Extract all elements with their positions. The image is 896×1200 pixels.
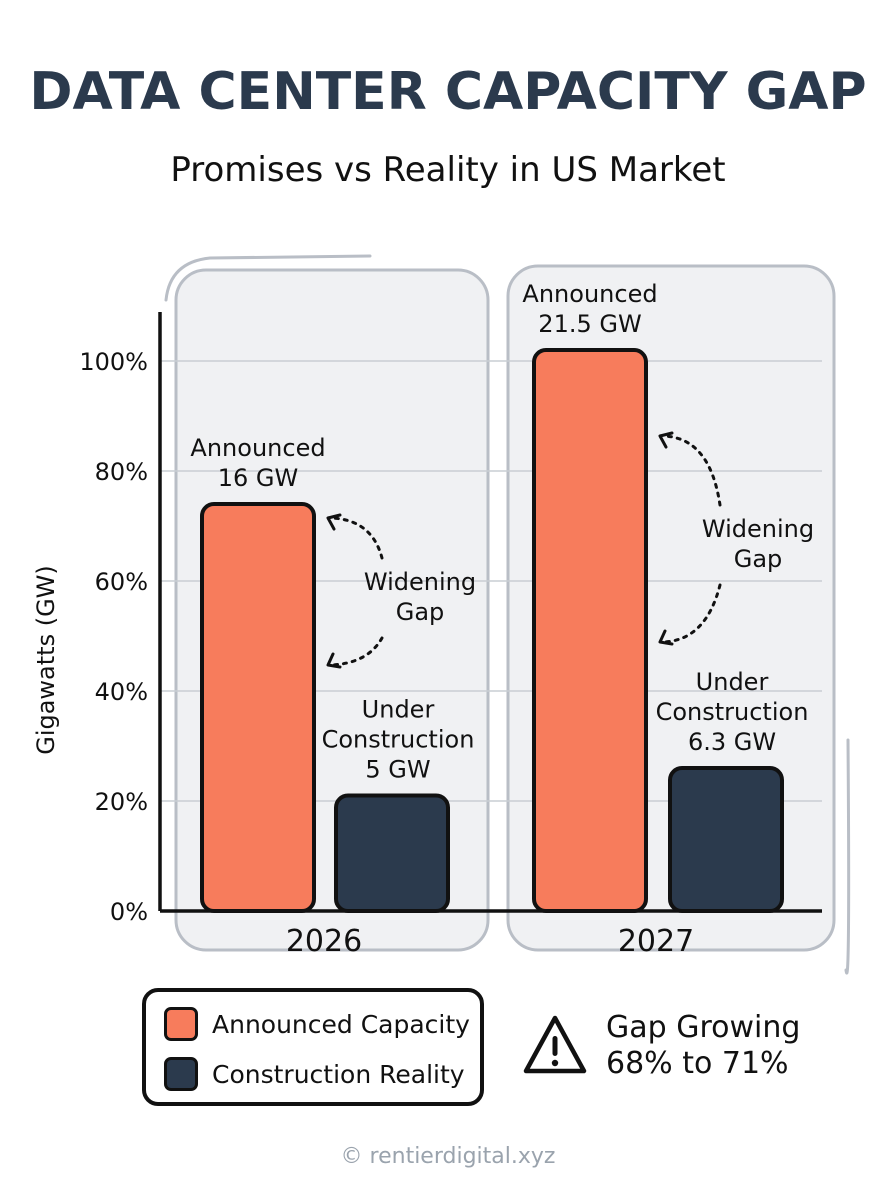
legend-item-construction: Construction Reality bbox=[164, 1056, 465, 1092]
gap-annotation-text: Widening bbox=[364, 568, 476, 596]
y-tick-label: 80% bbox=[95, 458, 148, 486]
bar-announced-2027 bbox=[532, 348, 648, 913]
y-tick-label: 20% bbox=[95, 788, 148, 816]
gap-note-line2: 68% to 71% bbox=[606, 1046, 789, 1081]
gap-annotation-text: Widening bbox=[702, 515, 814, 543]
gap-arrow-up bbox=[662, 434, 722, 507]
panel-sketch-accent bbox=[844, 738, 851, 975]
bar-chart: 0% 20% 40% 60% 80% 100% Gigawatts (GW) Announce… bbox=[32, 254, 851, 975]
page-title: DATA CENTER CAPACITY GAP bbox=[29, 62, 867, 122]
gap-arrowhead bbox=[326, 652, 342, 669]
gap-arrowhead bbox=[658, 431, 674, 449]
legend-item-announced: Announced Capacity bbox=[164, 1006, 470, 1042]
x-tick-label: 2026 bbox=[286, 924, 362, 959]
gap-arrow-down bbox=[330, 636, 384, 667]
panel-sketch-accent bbox=[164, 254, 372, 302]
footer-credit: © rentierdigital.xyz bbox=[340, 1144, 556, 1169]
bar-construction-2027 bbox=[668, 766, 784, 913]
gap-annotation-text: Gap bbox=[396, 598, 445, 626]
x-tick-label: 2027 bbox=[618, 924, 694, 959]
data-label: 16 GW bbox=[218, 464, 299, 492]
y-tick-label: 0% bbox=[110, 898, 148, 926]
gap-note: Gap Growing 68% to 71% bbox=[522, 1010, 842, 1094]
data-label: Under bbox=[696, 668, 769, 696]
chart-legend: Announced Capacity Construction Reality bbox=[142, 988, 484, 1106]
gap-note-line1: Gap Growing bbox=[606, 1010, 801, 1045]
gap-annotation-text: Gap bbox=[734, 545, 783, 573]
y-tick-label: 100% bbox=[79, 348, 148, 376]
data-label: Under bbox=[362, 696, 435, 724]
y-tick-label: 40% bbox=[95, 678, 148, 706]
data-label: 21.5 GW bbox=[538, 310, 641, 338]
data-label: Construction bbox=[322, 726, 475, 754]
data-label: Announced bbox=[190, 434, 325, 462]
y-axis-label: Gigawatts (GW) bbox=[32, 565, 60, 755]
legend-swatch-construction bbox=[164, 1057, 198, 1091]
warning-icon bbox=[523, 1015, 587, 1074]
gap-arrowhead bbox=[658, 629, 674, 646]
page-subtitle: Promises vs Reality in US Market bbox=[170, 150, 726, 190]
gap-arrowhead bbox=[326, 513, 342, 531]
data-label: Construction bbox=[656, 698, 809, 726]
gap-note-text: Gap Growing 68% to 71% bbox=[606, 1010, 842, 1082]
gap-arrow-up bbox=[330, 516, 384, 560]
legend-label-construction: Construction Reality bbox=[212, 1059, 465, 1089]
gap-arrow-down bbox=[662, 583, 722, 644]
data-label: 5 GW bbox=[365, 756, 430, 784]
legend-swatch-announced bbox=[164, 1007, 198, 1041]
data-label: Announced bbox=[522, 280, 657, 308]
y-tick-label: 60% bbox=[95, 568, 148, 596]
legend-label-announced: Announced Capacity bbox=[212, 1009, 470, 1039]
bar-construction-2026 bbox=[334, 793, 450, 913]
data-label: 6.3 GW bbox=[688, 728, 776, 756]
bar-announced-2026 bbox=[200, 502, 316, 913]
